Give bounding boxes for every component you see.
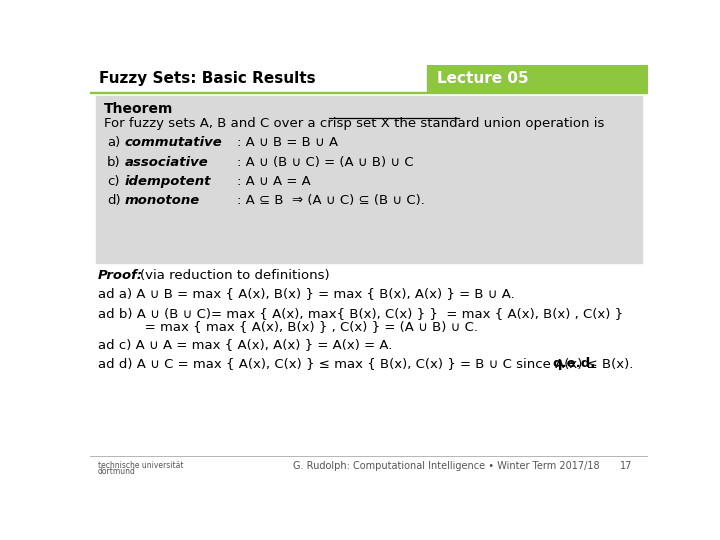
- Text: c): c): [107, 175, 120, 188]
- Text: ad b) A ∪ (B ∪ C)= max { A(x), max{ B(x), C(x) } }  = max { A(x), B(x) , C(x) }: ad b) A ∪ (B ∪ C)= max { A(x), max{ B(x)…: [98, 307, 623, 320]
- Text: : A ∪ B = B ∪ A: : A ∪ B = B ∪ A: [238, 136, 338, 148]
- Text: monotone: monotone: [125, 194, 200, 207]
- Text: dortmund: dortmund: [98, 467, 135, 476]
- Text: b): b): [107, 156, 121, 168]
- Text: associative: associative: [125, 156, 209, 168]
- Bar: [96, 96, 642, 264]
- Text: ad c) A ∪ A = max { A(x), A(x) } = A(x) = A.: ad c) A ∪ A = max { A(x), A(x) } = A(x) …: [98, 338, 392, 351]
- Text: For fuzzy sets A, B and C over a crisp set X the standard union operation is: For fuzzy sets A, B and C over a crisp s…: [104, 117, 604, 130]
- Text: = max { max { A(x), B(x) } , C(x) } = (A ∪ B) ∪ C.: = max { max { A(x), B(x) } , C(x) } = (A…: [98, 320, 478, 333]
- Text: : A ∪ (B ∪ C) = (A ∪ B) ∪ C: : A ∪ (B ∪ C) = (A ∪ B) ∪ C: [238, 156, 414, 168]
- Text: Theorem: Theorem: [104, 102, 174, 116]
- Text: technische universität: technische universität: [98, 461, 184, 470]
- Text: : A ∪ A = A: : A ∪ A = A: [238, 175, 311, 188]
- Text: Proof:: Proof:: [98, 269, 143, 282]
- Text: G. Rudolph: Computational Intelligence • Winter Term 2017/18: G. Rudolph: Computational Intelligence •…: [293, 461, 600, 470]
- Text: ad d) A ∪ C = max { A(x), C(x) } ≤ max { B(x), C(x) } = B ∪ C since A(x) ≤ B(x).: ad d) A ∪ C = max { A(x), C(x) } ≤ max {…: [98, 357, 633, 370]
- Text: a): a): [107, 136, 120, 148]
- Bar: [427, 65, 648, 92]
- Text: idempotent: idempotent: [125, 175, 212, 188]
- Text: : A ⊆ B  ⇒ (A ∪ C) ⊆ (B ∪ C).: : A ⊆ B ⇒ (A ∪ C) ⊆ (B ∪ C).: [238, 194, 425, 207]
- Text: (via reduction to definitions): (via reduction to definitions): [140, 269, 330, 282]
- Text: ad a) A ∪ B = max { A(x), B(x) } = max { B(x), A(x) } = B ∪ A.: ad a) A ∪ B = max { A(x), B(x) } = max {…: [98, 287, 515, 300]
- Text: 17: 17: [620, 461, 632, 470]
- Text: Lecture 05: Lecture 05: [437, 71, 528, 86]
- Text: commutative: commutative: [125, 136, 222, 148]
- Text: Fuzzy Sets: Basic Results: Fuzzy Sets: Basic Results: [99, 71, 316, 86]
- Bar: [90, 65, 648, 92]
- Text: d): d): [107, 194, 121, 207]
- Bar: [90, 92, 648, 93]
- Text: q.e.d.: q.e.d.: [552, 357, 595, 370]
